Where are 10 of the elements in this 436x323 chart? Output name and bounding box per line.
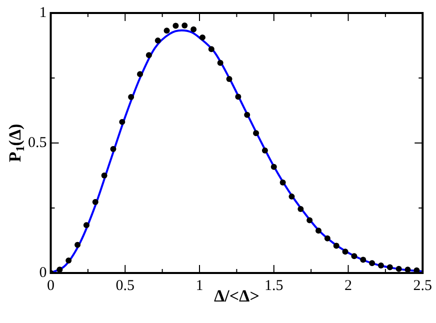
y-tick-label: 1: [39, 4, 47, 21]
y-tick-label: 0.5: [28, 134, 47, 151]
x-tick-label: 1.5: [264, 278, 284, 294]
x-tick-label: 2: [344, 278, 352, 294]
y-tick-label: 0: [39, 264, 47, 281]
x-tick-label: 1: [196, 278, 204, 294]
x-tick-label: 2.5: [413, 278, 432, 294]
x-axis-title: Δ/<Δ>: [214, 286, 260, 306]
x-tick-label: 0.5: [116, 278, 134, 294]
y-axis-title: P1(Δ): [5, 124, 28, 162]
